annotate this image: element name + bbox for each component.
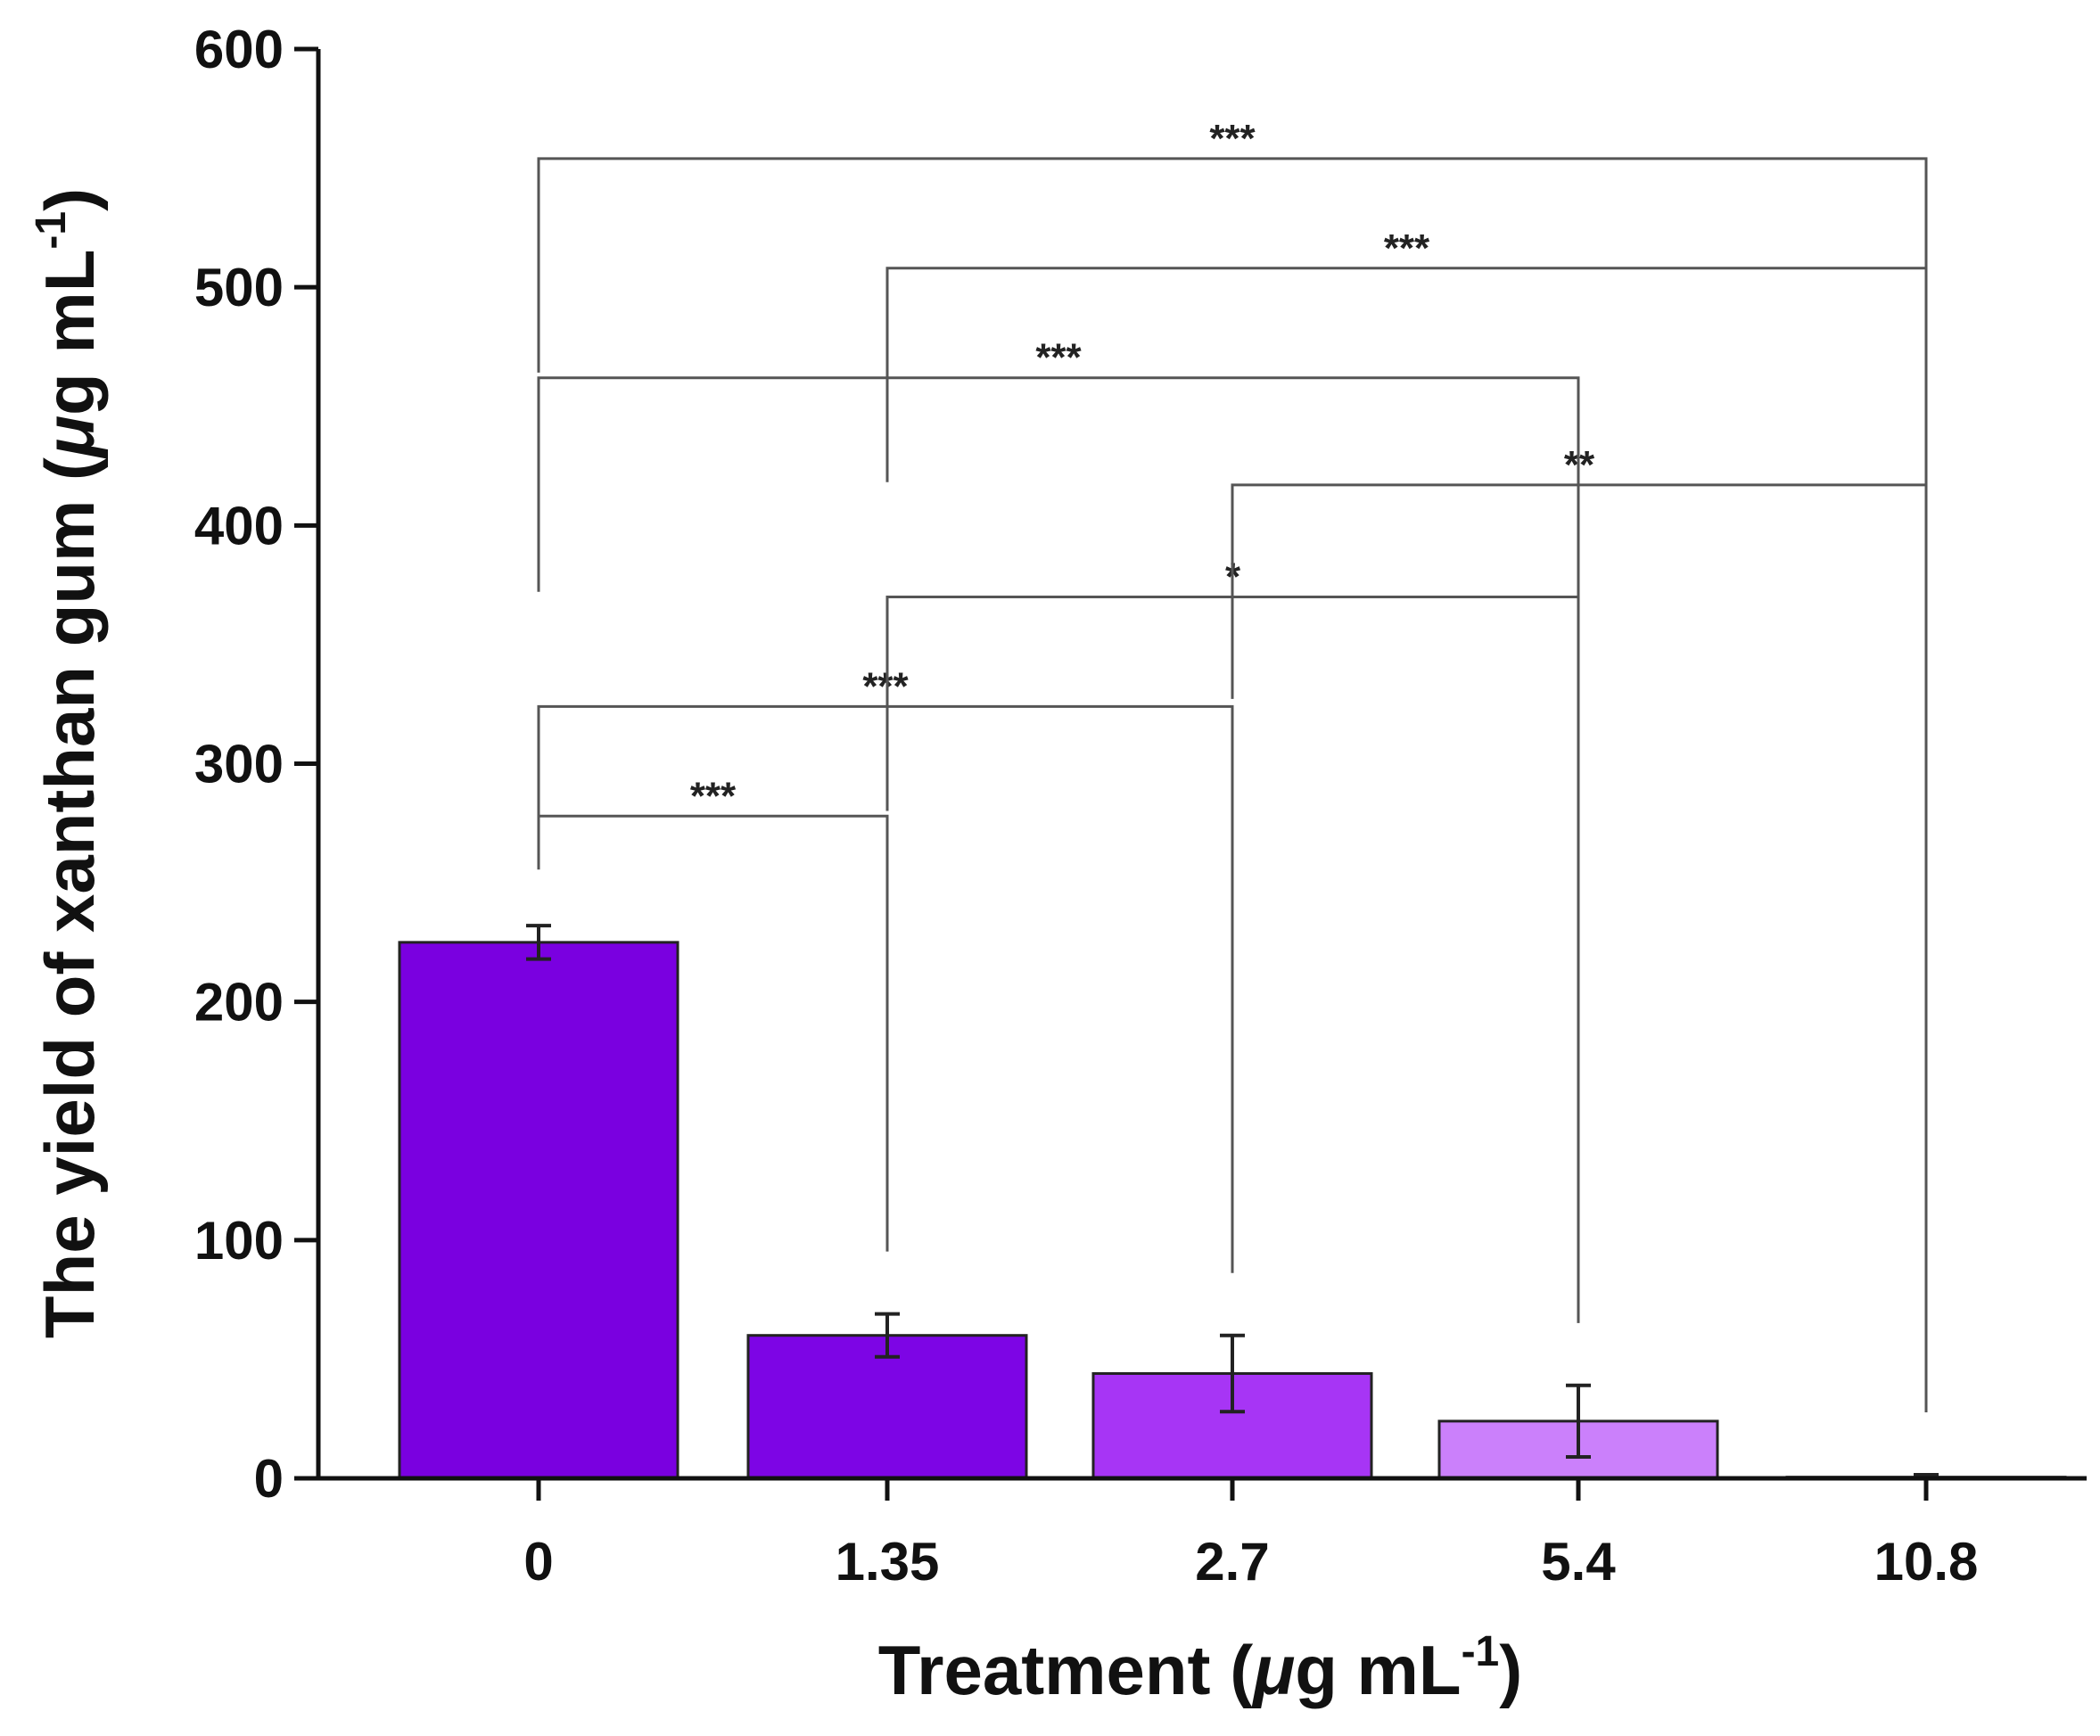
significance-label: ***: [1035, 336, 1082, 380]
x-tick-label: 2.7: [1195, 1532, 1269, 1592]
bar-0: [398, 941, 679, 1480]
significance-label: ***: [690, 774, 737, 818]
y-axis-title: The yield of xanthan gum (μg mL-1): [28, 188, 109, 1338]
x-tick-label: 1.35: [836, 1532, 940, 1592]
y-tick-label: 600: [194, 20, 284, 79]
y-tick-label: 100: [194, 1211, 284, 1271]
y-tick-label: 400: [194, 496, 284, 555]
y-ticks: 0 100 200 300 400 500 600: [194, 20, 318, 1509]
significance-bracket: ***: [537, 336, 1580, 1323]
bars-group: [398, 941, 2067, 1480]
error-bar-0: [526, 924, 551, 961]
x-axis-title: Treatment (μg mL-1): [878, 1628, 1522, 1709]
bar-1.35: [746, 1334, 1028, 1480]
significance-brackets: ******************: [537, 117, 1928, 1412]
error-bar-2.7: [1220, 1333, 1245, 1414]
significance-bracket: ***: [537, 664, 1234, 1273]
significance-label: ***: [1384, 226, 1430, 270]
y-tick-label: 0: [254, 1449, 284, 1509]
significance-label: ***: [862, 664, 909, 708]
x-ticks: 0 1.35 2.7 5.4 10.8: [523, 1478, 1978, 1592]
x-tick-label: 10.8: [1874, 1532, 1979, 1592]
significance-bracket: ***: [537, 117, 1928, 1412]
x-tick-label: 0: [523, 1532, 553, 1592]
y-tick-label: 500: [194, 258, 284, 317]
y-tick-label: 300: [194, 735, 284, 794]
significance-label: ***: [1209, 117, 1256, 160]
y-tick-label: 200: [194, 973, 284, 1033]
significance-bracket: ***: [885, 226, 1928, 1412]
x-tick-label: 5.4: [1541, 1532, 1616, 1592]
error-bar-5.4: [1566, 1383, 1591, 1459]
error-bar-1.35: [875, 1312, 900, 1359]
